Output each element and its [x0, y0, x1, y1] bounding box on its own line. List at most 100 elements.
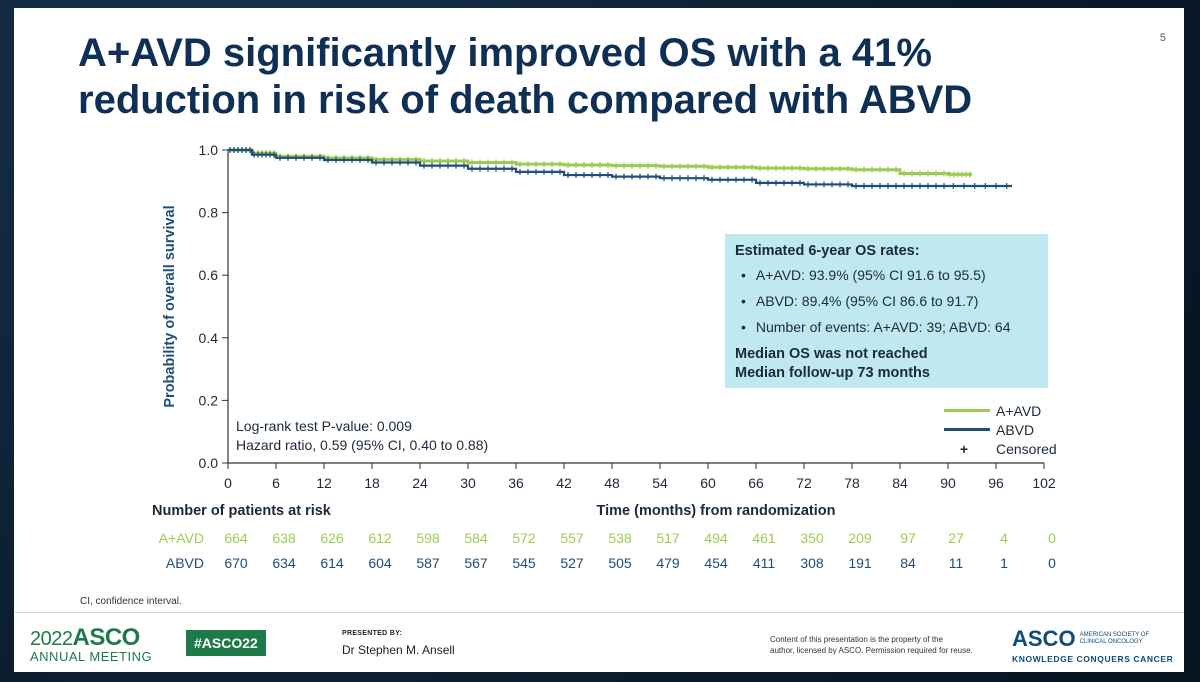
risk-table-cell: 209	[848, 530, 872, 546]
km-survival-chart: 0.00.20.40.60.81.00 6 12 18 24 30 36 42 48 54 60 66…	[152, 142, 1056, 571]
x-tick-label: 18	[364, 475, 380, 491]
slide: A+AVD significantly improved OS with a 4…	[14, 8, 1184, 672]
copyright-line: Content of this presentation is the prop…	[770, 635, 943, 644]
logrank-text: Log-rank test P-value: 0.009	[236, 418, 412, 434]
society-name-line: CLINICAL ONCOLOGY	[1079, 639, 1143, 645]
legend-swatch-aavd	[944, 409, 990, 412]
x-tick-label: 66	[748, 475, 764, 491]
risk-table-cell: 604	[368, 555, 392, 571]
y-tick-label: 0.4	[199, 330, 219, 346]
risk-table-cell: 598	[416, 530, 440, 546]
hashtag-badge: #ASCO22	[186, 630, 266, 656]
y-tick-label: 0.8	[199, 205, 219, 221]
risk-table-cell: 0	[1048, 530, 1056, 546]
slide-title: A+AVD significantly improved OS with a 4…	[78, 30, 1078, 124]
x-tick-label: 48	[604, 475, 620, 491]
presented-by-label: PRESENTED BY:	[342, 630, 403, 637]
x-tick-label: 84	[892, 475, 908, 491]
x-tick-label: 102	[1032, 475, 1056, 491]
risk-table-cell: 11	[949, 555, 964, 571]
os-rates-box: Estimated 6-year OS rates: A+AVD: 93.9% …	[725, 234, 1048, 388]
os-rate-bullet: Number of events: A+AVD: 39; ABVD: 64	[741, 319, 1038, 335]
y-axis-label: Probability of overall survival	[162, 205, 178, 407]
risk-table-cell: 587	[416, 555, 440, 571]
slide-number: 5	[1159, 32, 1166, 44]
risk-table-cell: 1	[1000, 555, 1008, 571]
x-tick-label: 42	[556, 475, 572, 491]
median-followup-text: Median follow-up 73 months	[735, 365, 930, 381]
median-os-text: Median OS was not reached	[735, 346, 928, 362]
y-tick-label: 0.2	[199, 392, 219, 408]
x-tick-label: 6	[272, 475, 280, 491]
asco-meeting-logo: 2022ASCO ANNUAL MEETING	[30, 624, 152, 664]
x-tick-label: 30	[460, 475, 476, 491]
legend-label: ABVD	[996, 421, 1035, 438]
meeting-subtitle: ANNUAL MEETING	[30, 649, 153, 664]
risk-table-cell: 411	[753, 555, 776, 571]
presenter-name: Dr Stephen M. Ansell	[342, 643, 455, 657]
risk-table-cell: 557	[560, 530, 584, 546]
risk-table-cell: 572	[512, 530, 536, 546]
risk-table-cell: 350	[800, 530, 824, 546]
x-tick-label: 78	[844, 475, 860, 491]
risk-table-cell: 0	[1048, 555, 1056, 571]
chart-legend: A+AVD ABVD + Censored	[944, 401, 1057, 458]
presenter-block: PRESENTED BY: Dr Stephen M. Ansell	[342, 630, 455, 657]
stat-annotations: Log-rank test P-value: 0.009 Hazard rati…	[236, 417, 488, 455]
legend-label: A+AVD	[996, 402, 1042, 419]
x-tick-label: 54	[652, 475, 668, 491]
society-name-line: AMERICAN SOCIETY OF	[1079, 632, 1150, 638]
risk-table-cell: 527	[560, 555, 584, 571]
y-tick-label: 0.0	[199, 455, 219, 471]
y-tick-label: 0.6	[199, 267, 219, 283]
km-curve-abvd	[228, 148, 1012, 188]
risk-table-cell: 626	[320, 530, 344, 546]
hazard-ratio-text: Hazard ratio, 0.59 (95% CI, 0.40 to 0.88…	[236, 437, 489, 453]
os-rates-heading: Estimated 6-year OS rates:	[735, 243, 920, 259]
meeting-year: 2022	[30, 628, 73, 650]
risk-table-cell: 4	[1000, 530, 1008, 546]
x-tick-label: 90	[940, 475, 956, 491]
risk-table-cell: 84	[900, 555, 916, 571]
copyright-line: author, licensed by ASCO. Permission req…	[770, 646, 973, 655]
legend-swatch-abvd	[944, 428, 990, 431]
footnote: CI, confidence interval.	[80, 596, 182, 607]
x-tick-label: 36	[508, 475, 524, 491]
risk-table-cell: 97	[900, 530, 916, 546]
risk-table-cell: 538	[608, 530, 632, 546]
asco-society-logo: ASCO AMERICAN SOCIETY OF CLINICAL ONCOLOGY…	[1012, 626, 1173, 664]
risk-row-label: ABVD	[166, 555, 204, 571]
os-rate-bullet: ABVD: 89.4% (95% CI 86.6 to 91.7)	[741, 293, 1038, 309]
legend-label: Censored	[996, 440, 1057, 457]
x-tick-label: 0	[224, 475, 232, 491]
risk-table-cell: 494	[704, 530, 728, 546]
legend-item-aavd: A+AVD	[944, 401, 1057, 420]
society-logo-text: ASCO	[1012, 626, 1076, 651]
risk-table-cell: 517	[656, 530, 680, 546]
risk-table-cell: 479	[656, 555, 680, 571]
legend-item-abvd: ABVD	[944, 420, 1057, 439]
risk-table-cell: 634	[272, 555, 296, 571]
risk-table-cell: 614	[320, 555, 344, 571]
copyright-notice: Content of this presentation is the prop…	[770, 634, 1000, 656]
risk-table-cell: 584	[464, 530, 488, 546]
os-rate-bullet: A+AVD: 93.9% (95% CI 91.6 to 95.5)	[741, 267, 1038, 283]
risk-table-cell: 670	[224, 555, 248, 571]
risk-table-cell: 461	[752, 530, 776, 546]
x-tick-label: 60	[700, 475, 716, 491]
risk-table-cell: 664	[224, 530, 248, 546]
risk-row-label: A+AVD	[159, 530, 204, 546]
risk-table-cell: 308	[800, 555, 824, 571]
risk-table-cell: 545	[512, 555, 536, 571]
risk-table-cell: 454	[704, 555, 728, 571]
title-line-2: reduction in risk of death compared with…	[78, 78, 973, 122]
footer-divider	[14, 612, 1184, 613]
x-tick-label: 24	[412, 475, 428, 491]
x-tick-label: 96	[988, 475, 1004, 491]
risk-table-title: Number of patients at risk	[152, 503, 332, 519]
y-tick-label: 1.0	[199, 142, 219, 158]
x-tick-label: 12	[316, 475, 332, 491]
risk-table-cell: 612	[368, 530, 392, 546]
censored-plus-icon: +	[959, 440, 969, 457]
meeting-brand: ASCO	[72, 624, 141, 651]
